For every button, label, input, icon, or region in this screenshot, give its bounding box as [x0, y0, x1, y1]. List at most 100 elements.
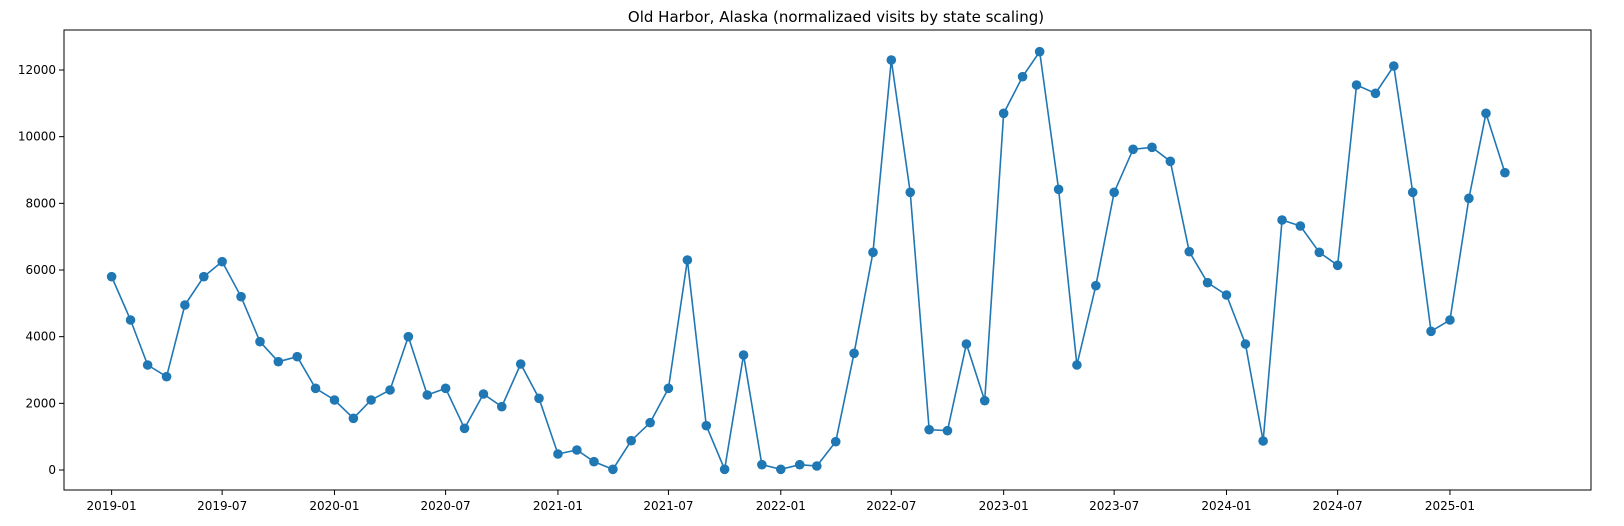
- data-point: [236, 291, 246, 302]
- x-tick-label: 2024-01: [1201, 499, 1251, 513]
- data-point: [106, 271, 117, 282]
- x-tick-label: 2023-07: [1089, 499, 1139, 513]
- data-point: [849, 348, 859, 359]
- data-point: [1202, 277, 1213, 288]
- data-point: [886, 55, 897, 65]
- data-point: [1295, 221, 1306, 231]
- data-point: [608, 464, 618, 475]
- data-point: [199, 271, 209, 282]
- data-point: [1128, 144, 1138, 155]
- data-point: [142, 360, 153, 370]
- data-point: [1184, 246, 1195, 257]
- x-tick-label: 2024-07: [1313, 499, 1363, 513]
- y-tick-label: 12000: [18, 63, 56, 77]
- data-point: [1258, 436, 1268, 446]
- data-point: [366, 395, 376, 405]
- data-point: [572, 445, 582, 455]
- x-tick-label: 2019-07: [197, 499, 247, 513]
- plot-frame: [63, 29, 1592, 491]
- data-point: [1481, 108, 1491, 119]
- x-tick-label: 2022-01: [756, 499, 806, 513]
- data-point: [830, 436, 841, 447]
- y-tick-label: 6000: [25, 263, 56, 277]
- data-point: [292, 351, 303, 362]
- y-tick-label: 10000: [18, 130, 56, 144]
- data-point: [1221, 290, 1232, 300]
- x-tick-label: 2022-07: [866, 499, 916, 513]
- data-point: [1240, 339, 1251, 349]
- data-point: [1407, 187, 1418, 198]
- data-point: [348, 413, 359, 424]
- data-point: [329, 395, 340, 405]
- data-point: [663, 383, 674, 394]
- data-point: [440, 383, 451, 394]
- data-point: [738, 350, 749, 360]
- data-point: [1109, 187, 1119, 198]
- data-point: [217, 256, 227, 267]
- data-point: [1277, 215, 1287, 225]
- x-axis: 2019-01 2019-07 2020-01 2020-07 2021-01 2021-…: [87, 490, 1475, 513]
- data-point: [589, 456, 599, 467]
- data-point: [310, 383, 321, 394]
- data-point: [496, 401, 507, 412]
- data-point: [1500, 167, 1510, 178]
- data-point: [1426, 326, 1436, 337]
- data-point: [1053, 184, 1064, 195]
- data-point: [905, 187, 916, 198]
- series-line: [110, 49, 1506, 473]
- data-point: [1314, 247, 1325, 258]
- data-point: [979, 395, 990, 406]
- y-tick-label: 8000: [25, 196, 56, 210]
- data-point: [1388, 61, 1399, 71]
- data-point: [180, 300, 190, 310]
- data-point: [1147, 142, 1157, 153]
- data-point: [515, 359, 526, 369]
- data-point: [812, 461, 822, 471]
- data-point: [1464, 193, 1474, 204]
- data-point: [385, 385, 395, 395]
- chart-title: Old Harbor, Alaska (normalizaed visits b…: [628, 8, 1044, 26]
- data-point: [1072, 360, 1082, 370]
- data-point: [459, 423, 470, 434]
- data-point: [626, 435, 637, 446]
- data-point: [794, 459, 805, 470]
- data-point: [701, 420, 712, 431]
- data-point: [961, 339, 972, 349]
- x-tick-label: 2020-01: [309, 499, 359, 513]
- x-tick-label: 2020-07: [421, 499, 471, 513]
- data-point: [553, 449, 563, 459]
- data-point: [1370, 88, 1381, 99]
- x-tick-label: 2023-01: [979, 499, 1029, 513]
- data-point: [422, 390, 433, 400]
- data-point: [125, 315, 136, 325]
- y-tick-label: 0: [48, 463, 56, 477]
- y-axis: 0 2000 4000 6000 8000 10000 12000: [18, 63, 64, 477]
- data-point: [942, 425, 953, 436]
- data-point: [924, 424, 934, 435]
- data-point: [1091, 280, 1101, 291]
- data-point: [775, 464, 786, 475]
- data-point: [1445, 315, 1455, 325]
- data-point: [534, 393, 544, 404]
- data-point: [1017, 71, 1028, 82]
- y-tick-label: 4000: [25, 330, 56, 344]
- x-tick-label: 2021-07: [643, 499, 693, 513]
- data-point: [868, 247, 878, 258]
- data-point: [1165, 156, 1176, 167]
- data-point: [403, 331, 414, 342]
- data-point: [719, 464, 730, 475]
- data-point: [1351, 80, 1362, 90]
- x-tick-label: 2025-01: [1425, 499, 1475, 513]
- data-point: [161, 371, 172, 382]
- x-tick-label: 2019-01: [87, 499, 137, 513]
- data-point: [645, 417, 655, 428]
- data-point: [682, 255, 693, 265]
- data-point: [273, 356, 284, 367]
- data-point: [757, 459, 767, 470]
- x-tick-label: 2021-01: [533, 499, 583, 513]
- series-group: [106, 46, 1510, 475]
- data-point: [1034, 46, 1045, 57]
- data-point: [478, 389, 489, 399]
